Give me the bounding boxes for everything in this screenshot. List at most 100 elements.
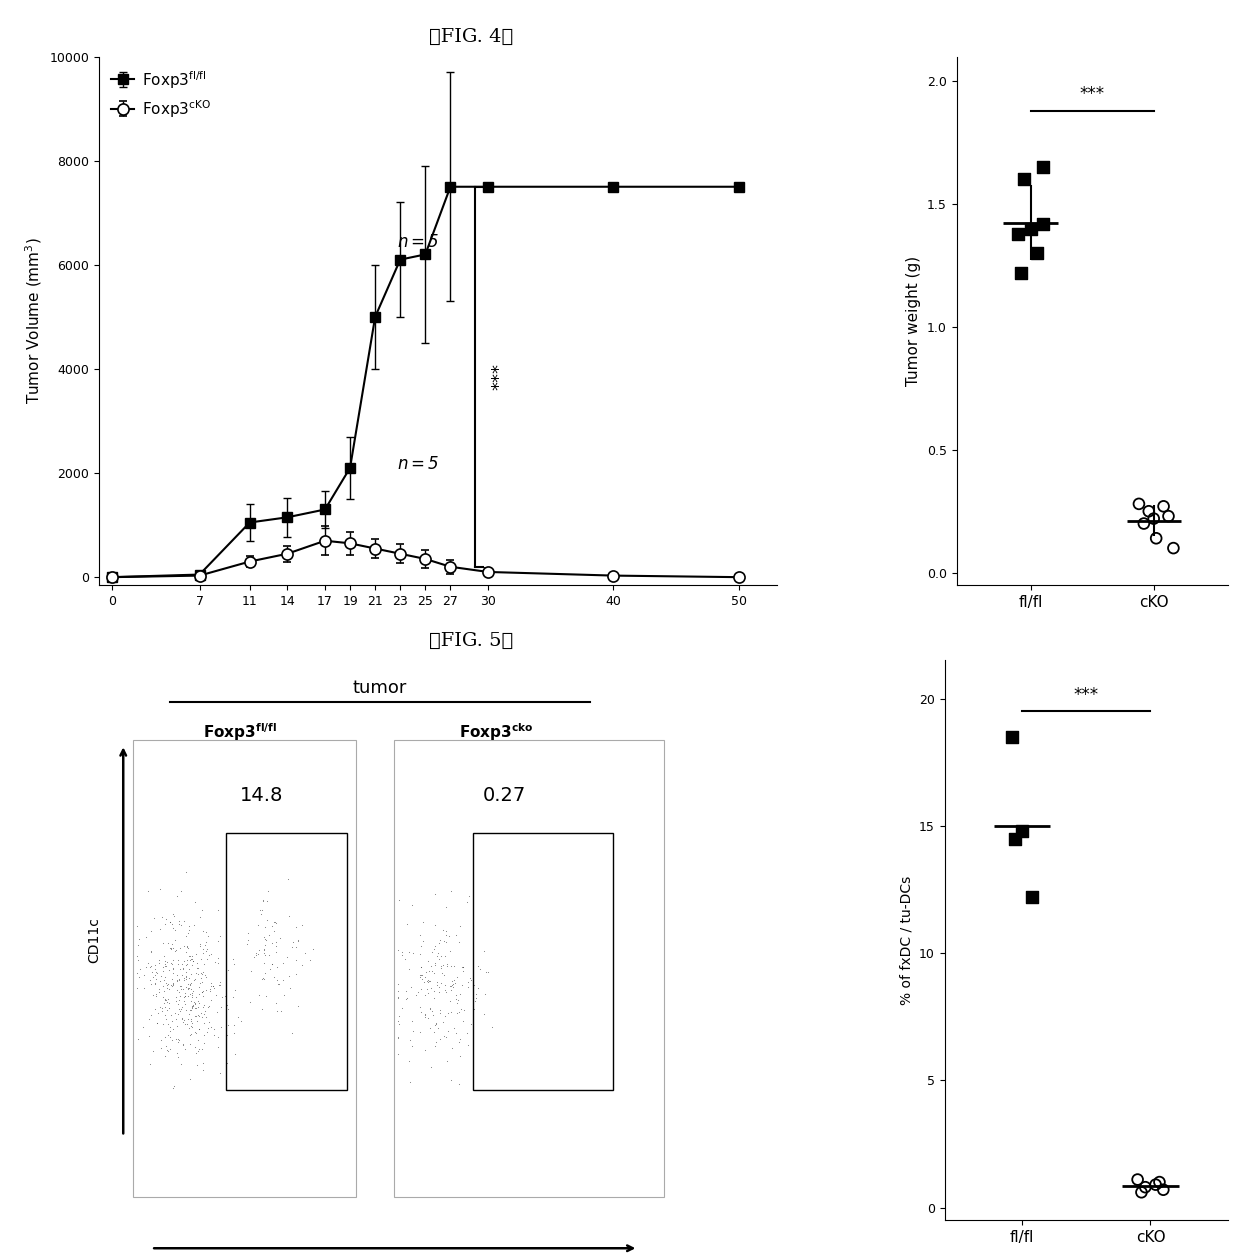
Point	[140, 941, 160, 961]
Point	[176, 942, 196, 962]
Point	[186, 1024, 206, 1044]
Point	[444, 970, 464, 990]
Point	[198, 926, 218, 946]
Point	[182, 988, 202, 1008]
Y-axis label: Tumor Volume (mm$^3$): Tumor Volume (mm$^3$)	[24, 238, 45, 404]
Point	[145, 999, 165, 1019]
Point	[184, 995, 203, 1015]
Point	[174, 1035, 193, 1055]
Point	[167, 980, 187, 1000]
Point	[249, 940, 269, 960]
Point	[160, 912, 180, 932]
Point	[430, 931, 450, 951]
Point	[174, 1013, 193, 1033]
Point	[186, 1037, 206, 1057]
Point	[180, 967, 200, 988]
Point	[446, 985, 466, 1005]
Point	[139, 881, 159, 901]
Point	[188, 976, 208, 996]
Point	[134, 979, 154, 999]
Point	[415, 1040, 435, 1060]
Point	[157, 993, 177, 1013]
Point	[396, 981, 415, 1001]
Point	[300, 950, 320, 970]
Point	[432, 962, 451, 982]
Point	[193, 940, 213, 960]
Point	[171, 976, 191, 996]
Text: $n\mathregular{=5}$: $n\mathregular{=5}$	[397, 233, 440, 250]
Point	[267, 936, 286, 956]
Point	[170, 1001, 190, 1021]
Point	[210, 1063, 229, 1083]
Point	[201, 976, 221, 996]
Point	[434, 965, 454, 985]
Point	[424, 938, 444, 959]
Point	[159, 979, 179, 999]
Point	[160, 1021, 180, 1042]
Point	[466, 988, 486, 1008]
Point	[388, 1044, 408, 1064]
Point	[424, 981, 444, 1001]
Point	[430, 1003, 450, 1023]
Point	[269, 974, 289, 994]
Point	[186, 969, 206, 989]
Point	[157, 1000, 177, 1020]
Point	[186, 986, 206, 1006]
Point	[441, 956, 461, 976]
Point	[265, 913, 285, 933]
Point	[281, 1023, 301, 1043]
Point	[138, 954, 157, 974]
Point	[228, 1006, 248, 1027]
Point	[440, 980, 460, 1000]
Point	[181, 1015, 201, 1035]
Point	[141, 975, 161, 995]
Point	[155, 990, 175, 1010]
Point	[425, 884, 445, 905]
Point	[165, 930, 185, 950]
Point	[180, 1034, 200, 1054]
Point	[171, 915, 191, 935]
Point	[1008, 224, 1028, 244]
Point	[254, 940, 274, 960]
Point	[188, 965, 208, 985]
Point	[399, 942, 419, 962]
Point	[250, 905, 270, 925]
Point	[172, 965, 192, 985]
Point	[181, 965, 201, 985]
Point	[270, 1001, 290, 1021]
Point	[224, 954, 244, 974]
Point	[191, 949, 211, 969]
Point	[453, 1010, 472, 1030]
Point	[224, 1015, 244, 1035]
Point	[174, 991, 193, 1011]
Point	[172, 998, 192, 1018]
Point	[176, 955, 196, 975]
Point	[278, 869, 298, 889]
Point	[207, 1001, 227, 1021]
Bar	[226, 833, 347, 1089]
Point	[146, 986, 166, 1006]
Point	[161, 1005, 181, 1025]
Point	[237, 935, 257, 955]
Point	[159, 1040, 179, 1060]
Point	[182, 955, 202, 975]
Point	[200, 980, 219, 1000]
Point	[146, 962, 166, 982]
Point	[190, 936, 210, 956]
Point	[175, 936, 195, 956]
Point	[186, 957, 206, 977]
Point	[184, 951, 203, 971]
Point	[252, 901, 272, 921]
Point	[143, 1040, 162, 1060]
Point	[267, 932, 286, 952]
Point	[192, 982, 212, 1003]
Point	[149, 981, 169, 1001]
Point	[211, 926, 231, 946]
Point	[156, 990, 176, 1010]
Point	[159, 999, 179, 1019]
Point	[224, 1044, 244, 1064]
Point	[470, 960, 490, 980]
Point	[291, 955, 311, 975]
Point	[409, 944, 429, 964]
Point	[264, 921, 284, 941]
